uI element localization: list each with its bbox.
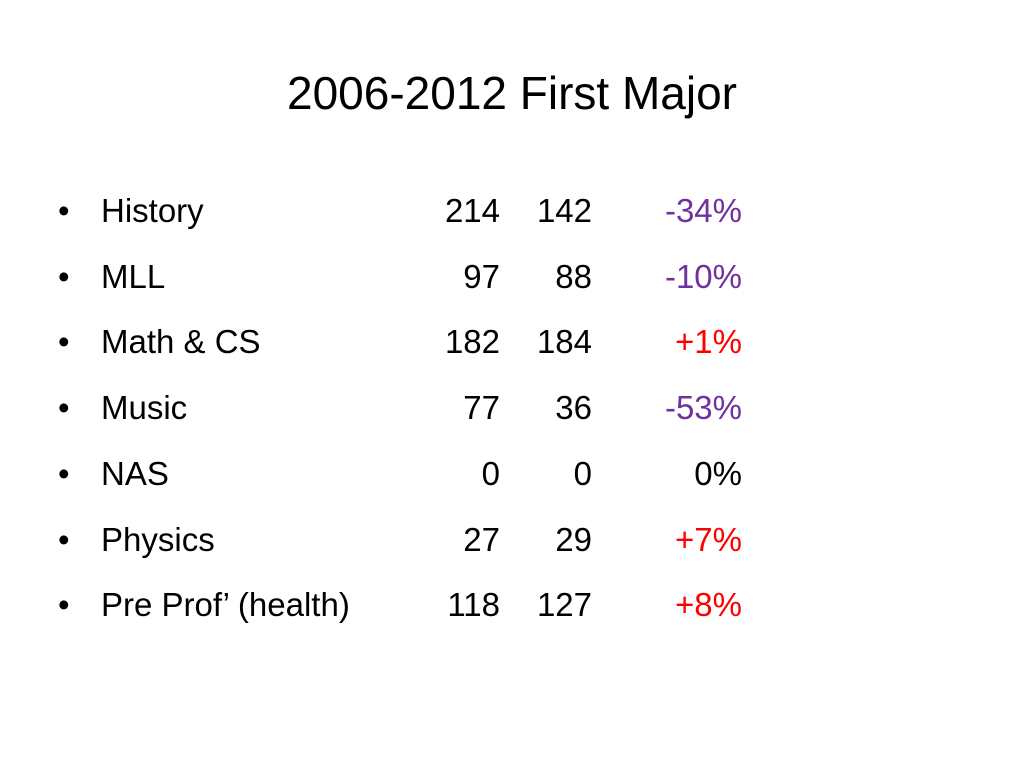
list-item: • NAS 0 0 0% bbox=[0, 455, 1024, 505]
major-name: NAS bbox=[101, 454, 169, 492]
count-2012: 142 bbox=[536, 192, 592, 229]
percent-change: +7% bbox=[675, 520, 742, 558]
percent-change: -53% bbox=[664, 389, 742, 427]
major-name: Pre Prof’ (health) bbox=[101, 586, 350, 624]
slide-title: 2006-2012 First Major bbox=[287, 67, 737, 119]
list-item: • Music 77 36 -53% bbox=[0, 389, 1024, 439]
percent-change: +8% bbox=[675, 586, 742, 624]
bullet: • bbox=[58, 586, 70, 624]
major-name: Physics bbox=[101, 520, 215, 558]
major-name: Music bbox=[101, 389, 188, 427]
count-2006: 27 bbox=[463, 520, 500, 558]
count-2012: 29 bbox=[555, 520, 592, 558]
percent-change: 0% bbox=[694, 454, 742, 492]
percent-change: -10% bbox=[664, 257, 742, 295]
count-2012: 127 bbox=[536, 586, 592, 624]
list-item: • Physics 27 29 +7% bbox=[0, 521, 1024, 571]
bullet: • bbox=[58, 257, 70, 295]
count-2012: 0 bbox=[573, 454, 592, 492]
count-2006: 77 bbox=[463, 389, 500, 427]
count-2006: 182 bbox=[444, 323, 500, 361]
count-2012: 184 bbox=[536, 323, 592, 361]
count-2012: 36 bbox=[555, 389, 592, 427]
count-2006: 214 bbox=[444, 192, 500, 229]
list-item: • Pre Prof’ (health) 118 127 +8% bbox=[0, 586, 1024, 636]
major-name: MLL bbox=[101, 257, 166, 295]
count-2006: 118 bbox=[447, 586, 500, 624]
list-item: • MLL 97 88 -10% bbox=[0, 258, 1024, 308]
list-item: • Math & CS 182 184 +1% bbox=[0, 323, 1024, 373]
count-2006: 97 bbox=[463, 257, 500, 295]
bullet: • bbox=[58, 323, 70, 361]
bullet: • bbox=[58, 389, 70, 427]
major-name: History bbox=[101, 192, 204, 229]
count-2006: 0 bbox=[481, 454, 500, 492]
count-2012: 88 bbox=[555, 257, 592, 295]
list-item: • History 214 142 -34% bbox=[0, 192, 1024, 242]
bullet: • bbox=[58, 520, 70, 558]
bullet: • bbox=[58, 192, 70, 229]
bullet: • bbox=[58, 454, 70, 492]
percent-change: -34% bbox=[664, 192, 742, 229]
percent-change: +1% bbox=[675, 323, 742, 361]
major-name: Math & CS bbox=[101, 323, 261, 361]
